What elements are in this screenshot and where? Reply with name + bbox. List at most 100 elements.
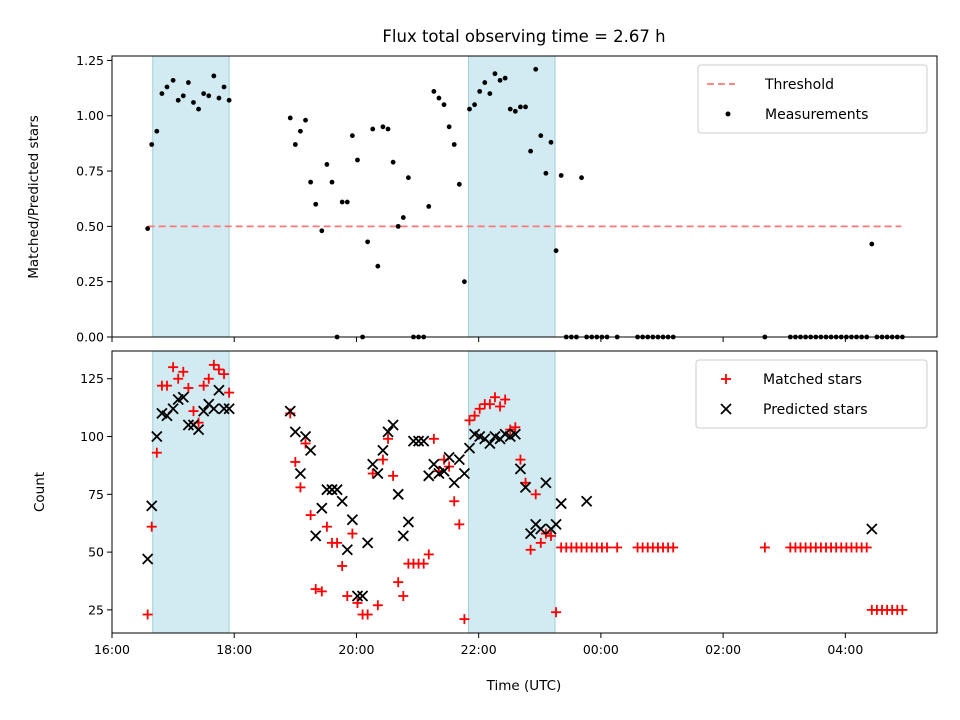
predicted-star-point <box>316 502 328 514</box>
predicted-star-point <box>484 437 496 450</box>
predicted-star-point <box>167 403 179 415</box>
y-tick-label: 0.50 <box>76 219 104 234</box>
predicted-star-point <box>448 477 460 489</box>
predicted-star-point <box>213 384 225 396</box>
matched-star-point <box>321 521 332 532</box>
measurement-point <box>226 97 232 103</box>
predicted-star-point <box>198 405 210 417</box>
y-tick-label: 25 <box>88 602 104 617</box>
predicted-star-point <box>218 403 230 415</box>
top-legend-box <box>697 64 928 134</box>
bottom-legend: Matched stars Predicted stars <box>695 359 928 429</box>
matched-star-point <box>612 542 623 553</box>
measurement-point <box>339 199 345 205</box>
measurement-point <box>553 248 559 254</box>
predicted-star-point <box>412 435 425 447</box>
matched-star-point <box>310 584 321 595</box>
matched-star-point <box>183 382 194 393</box>
predicted-star-point <box>443 451 455 463</box>
measurement-point <box>558 173 564 178</box>
measurement-point <box>365 239 371 245</box>
measurement-point <box>436 95 442 101</box>
matched-star-point <box>520 477 531 488</box>
measurement-point <box>548 139 554 145</box>
matched-star-point <box>525 544 536 555</box>
measurement-point <box>211 73 217 79</box>
measurement-point <box>477 89 483 94</box>
predicted-star-point <box>151 430 163 443</box>
predicted-star-point <box>146 500 158 512</box>
measurement-point <box>185 80 191 85</box>
measurement-point <box>518 104 523 110</box>
predicted-star-point <box>866 523 878 535</box>
matched-star-point <box>362 609 373 620</box>
matched-star-point <box>203 373 214 384</box>
matched-star-point <box>305 510 316 521</box>
measurement-point <box>405 175 411 181</box>
measurement-point <box>206 93 212 99</box>
measurement-point <box>472 102 477 108</box>
measurement-point <box>467 106 472 112</box>
legend-predicted-label: Predicted stars <box>763 402 868 418</box>
legend-measurements-swatch <box>725 111 731 117</box>
predicted-star-point <box>407 435 420 447</box>
matched-star-point <box>551 607 562 618</box>
predicted-star-point <box>524 527 537 540</box>
matched-star-point <box>423 549 434 560</box>
measurement-point <box>426 204 432 209</box>
predicted-star-point <box>289 426 301 438</box>
measurement-point <box>462 279 467 285</box>
legend-matched-swatch <box>721 374 731 384</box>
predicted-stars-points <box>142 384 878 602</box>
predicted-star-point <box>382 426 394 438</box>
measurement-point <box>164 84 170 90</box>
matched-star-point <box>372 600 383 611</box>
predicted-star-point <box>535 523 547 535</box>
measurement-point <box>512 108 518 114</box>
measurement-point <box>446 124 452 130</box>
y-tick-label: 0.00 <box>76 330 104 345</box>
legend-threshold-label: Threshold <box>764 77 834 93</box>
measurement-point <box>191 100 196 105</box>
predicted-star-point <box>438 465 450 477</box>
matched-star-point <box>367 468 378 479</box>
predicted-star-point <box>458 467 471 480</box>
matched-star-point <box>213 364 224 375</box>
predicted-star-point <box>428 458 440 470</box>
shaded-span-1 <box>152 350 230 634</box>
measurement-point <box>543 170 549 176</box>
measurement-point <box>170 77 176 83</box>
predicted-star-point <box>284 405 296 417</box>
predicted-star-point <box>142 553 154 565</box>
matched-star-point <box>469 410 480 421</box>
matched-star-point <box>198 380 209 391</box>
predicted-star-point <box>418 435 430 447</box>
predicted-star-point <box>519 481 532 494</box>
matched-star-point <box>224 387 235 398</box>
predicted-star-point <box>341 544 353 556</box>
matched-star-point <box>337 560 348 571</box>
shaded-span-1 <box>152 55 230 338</box>
predicted-star-point <box>356 590 369 602</box>
top-x-ticks <box>111 337 846 342</box>
matched-star-point <box>464 415 475 426</box>
matched-star-point <box>178 366 189 377</box>
x-tick-label: 16:00 <box>94 642 130 657</box>
bottom-panel: 25 50 75 100 125 16:00 18:00 20:00 22:00 00:00 02… <box>32 350 938 694</box>
bottom-y-ticks: 25 50 75 100 125 <box>80 371 112 617</box>
chart-title: Flux total observing time = 2.67 h <box>382 27 665 46</box>
predicted-star-point <box>192 423 205 436</box>
predicted-star-point <box>177 391 189 403</box>
matched-star-point <box>428 433 439 444</box>
predicted-star-point <box>392 488 404 500</box>
measurement-point <box>175 97 181 103</box>
predicted-star-point <box>331 484 343 496</box>
measurement-point <box>441 102 447 108</box>
matched-star-point <box>151 447 162 458</box>
matched-star-point <box>545 530 556 541</box>
predicted-star-point <box>367 458 379 470</box>
matched-star-point <box>342 591 353 602</box>
matched-star-point <box>484 399 495 410</box>
top-y-axis-label: Matched/Predicted stars <box>26 115 42 278</box>
measurement-point <box>487 91 493 97</box>
